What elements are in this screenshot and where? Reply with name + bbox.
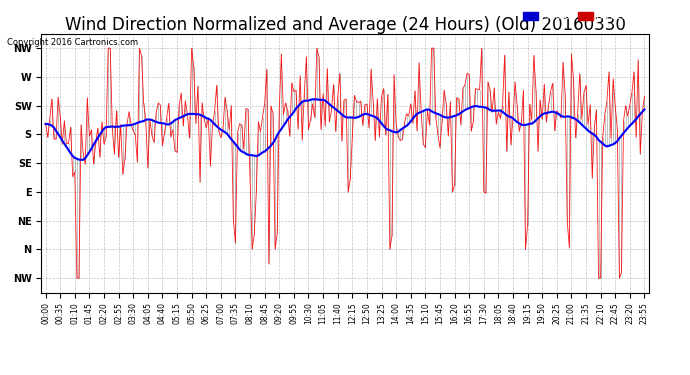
Legend: Median, Direction: Median, Direction (519, 8, 644, 26)
Title: Wind Direction Normalized and Average (24 Hours) (Old) 20160330: Wind Direction Normalized and Average (2… (65, 16, 625, 34)
Text: Copyright 2016 Cartronics.com: Copyright 2016 Cartronics.com (7, 38, 138, 47)
